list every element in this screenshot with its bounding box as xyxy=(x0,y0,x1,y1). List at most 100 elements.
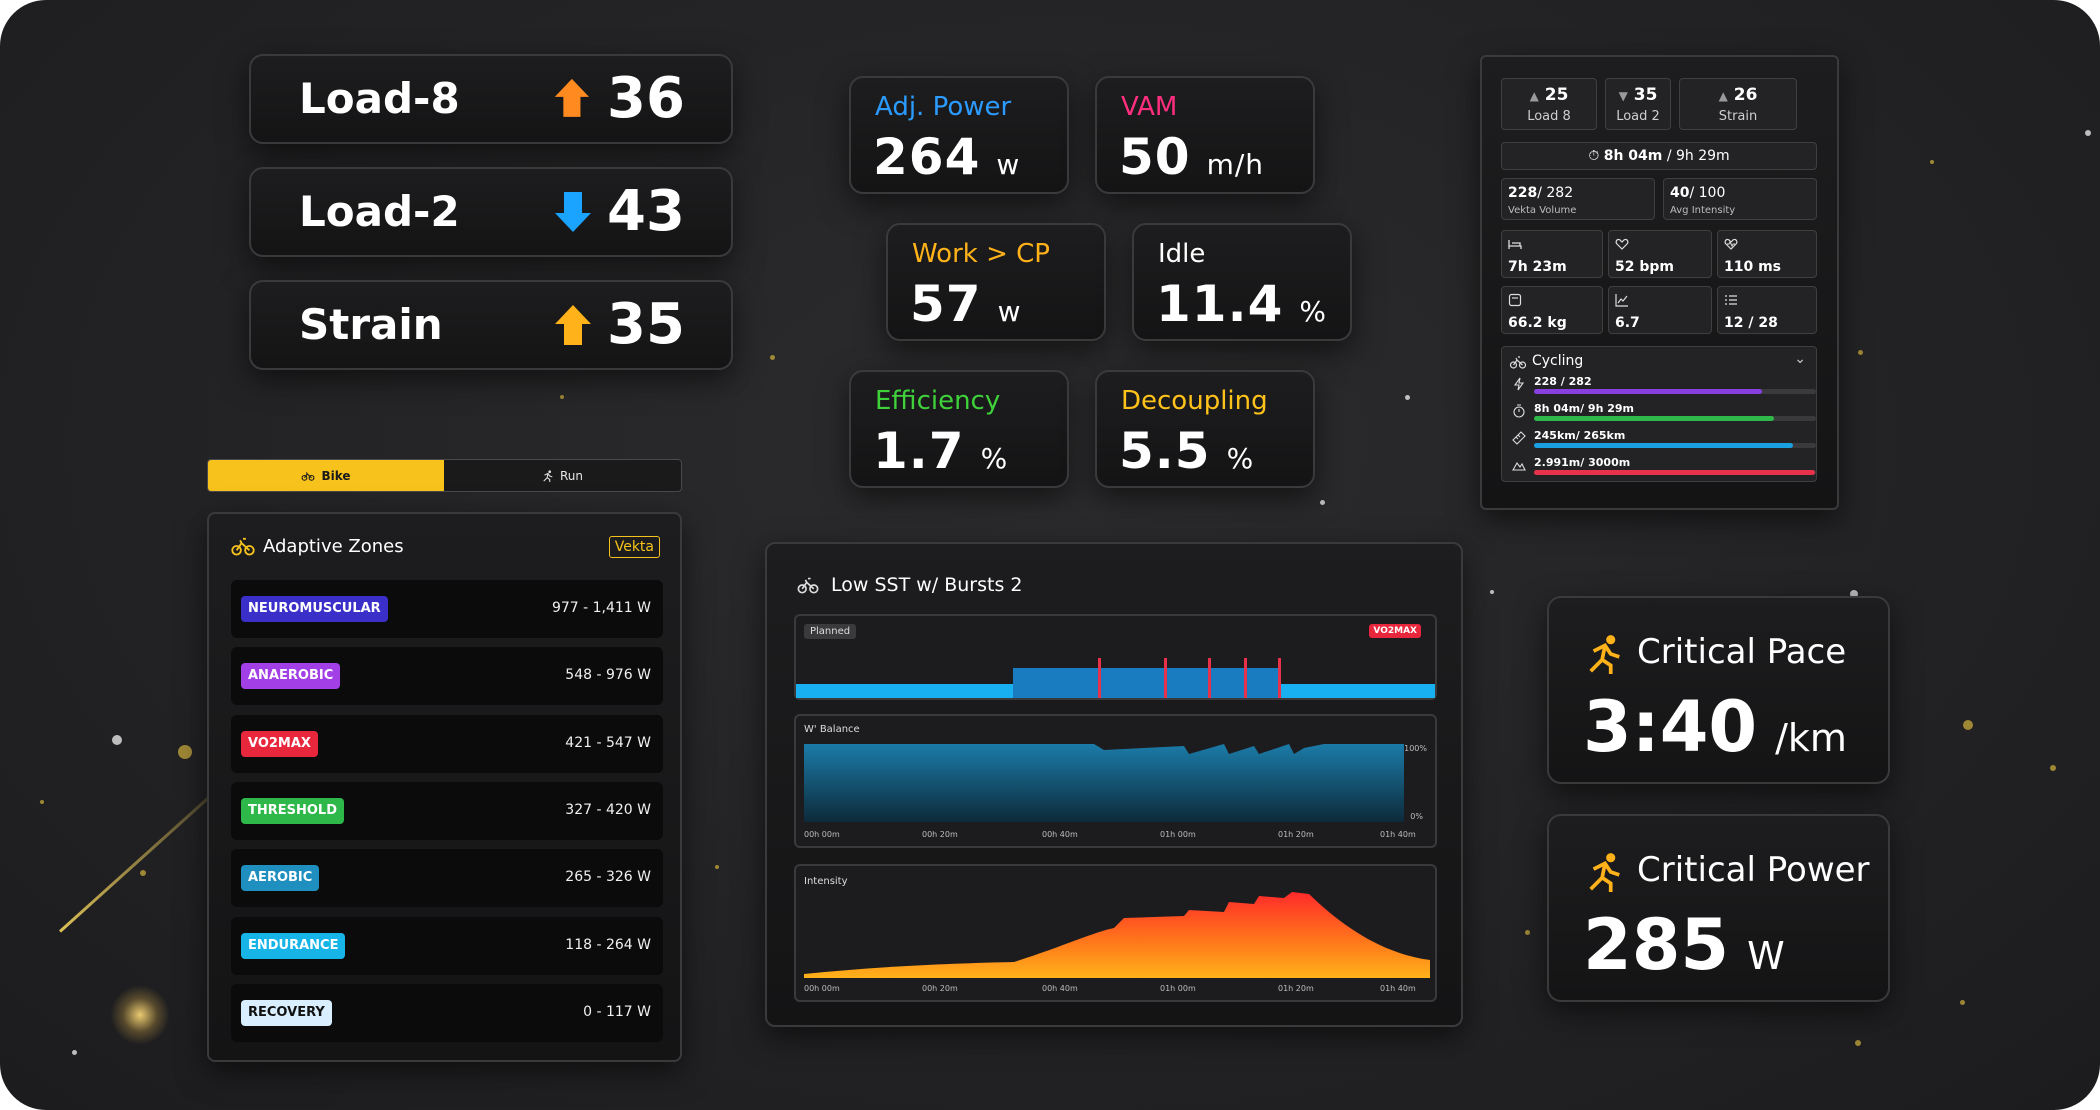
zone-row[interactable]: RECOVERY 0 - 117 W xyxy=(231,983,663,1042)
time-tick: 00h 00m xyxy=(804,984,840,993)
zone-row[interactable]: NEUROMUSCULAR 977 - 1,411 W xyxy=(231,580,663,638)
idle-title: Idle xyxy=(1158,239,1206,269)
adj-power-title: Adj. Power xyxy=(875,92,1012,122)
adaptive-zones-panel: Adaptive Zones Vekta NEUROMUSCULAR 977 - … xyxy=(207,512,682,1062)
runner-icon xyxy=(543,469,553,482)
summary-load-2: ▼ 35 Load 2 xyxy=(1605,78,1671,130)
time-tick: 00h 00m xyxy=(804,830,840,839)
bike-icon xyxy=(302,472,315,481)
background-speck xyxy=(2085,130,2091,136)
workout-panel: Low SST w/ Bursts 2 Planned VO2MAX W' Ba… xyxy=(765,542,1463,1027)
critical-pace-card: Critical Pace 3:40/km xyxy=(1547,596,1890,784)
background-speck xyxy=(40,800,44,804)
time-tick: 01h 40m xyxy=(1380,984,1416,993)
run-tab[interactable]: Run xyxy=(444,460,681,491)
background-speck xyxy=(1525,930,1530,935)
zone-range: 421 - 547 W xyxy=(565,734,651,751)
vam-title: VAM xyxy=(1121,92,1178,122)
background-speck xyxy=(1963,720,1973,730)
zone-range: 327 - 420 W xyxy=(565,801,651,818)
work-cp-card: Work > CP 57 w xyxy=(886,223,1106,341)
tile-heart-rate: 52 bpm xyxy=(1608,230,1712,278)
bed-icon xyxy=(1508,240,1522,249)
zone-range: 118 - 264 W xyxy=(565,936,651,953)
progress-row: 2.991m/ 3000m xyxy=(1512,456,1824,478)
adj-power-card: Adj. Power 264 w xyxy=(849,76,1069,194)
intensity-label: Intensity xyxy=(804,876,848,887)
summary-intensity: 40/ 100 Avg Intensity xyxy=(1663,178,1817,220)
background-speck xyxy=(72,1050,77,1055)
planned-profile-chart xyxy=(796,658,1435,698)
time-tick: 01h 00m xyxy=(1160,830,1196,839)
bike-tab[interactable]: Bike xyxy=(208,460,444,491)
summary-strain: ▲ 26 Strain xyxy=(1679,78,1797,130)
tile-trend: 6.7 xyxy=(1608,286,1712,334)
background-speck xyxy=(178,745,192,759)
progress-label: 2.991m/ 3000m xyxy=(1534,456,1631,469)
load-2-card: Load-2 43 xyxy=(249,167,733,257)
planned-chart: Planned VO2MAX xyxy=(794,614,1437,700)
load-2-value: 43 xyxy=(607,179,685,244)
zone-range: 977 - 1,411 W xyxy=(551,600,651,616)
zone-badge: RECOVERY xyxy=(241,999,332,1026)
light-glow xyxy=(110,985,170,1045)
cycling-progress: Cycling ⌄ 228 / 282 8h 04m/ 9h 29m 245km/ … xyxy=(1501,346,1817,482)
arrow-down-icon xyxy=(555,192,591,232)
zone-row[interactable]: VO2MAX 421 - 547 W xyxy=(231,714,663,773)
burst-marker xyxy=(1244,658,1247,698)
arrow-up-icon: ▲ xyxy=(1718,89,1728,103)
time-tick: 00h 40m xyxy=(1042,830,1078,839)
tile-sleep: 7h 23m xyxy=(1501,230,1603,278)
progress-row: 228 / 282 xyxy=(1512,375,1824,397)
bike-icon xyxy=(1510,356,1526,369)
decoupling-card: Decoupling 5.5% xyxy=(1095,370,1315,488)
zone-row[interactable]: ENDURANCE 118 - 264 W xyxy=(231,916,663,975)
load-8-value: 36 xyxy=(607,66,685,131)
arrow-up-icon: ▲ xyxy=(1529,89,1539,103)
zone-row[interactable]: AEROBIC 265 - 326 W xyxy=(231,849,663,908)
progress-row: 8h 04m/ 9h 29m xyxy=(1512,402,1824,424)
bike-icon xyxy=(797,577,819,594)
tile-hrv: 110 ms xyxy=(1717,230,1817,278)
background-speck xyxy=(1320,500,1325,505)
vam-card: VAM 50 m/h xyxy=(1095,76,1315,194)
background-speck xyxy=(1490,590,1494,594)
bike-tab-label: Bike xyxy=(321,468,351,483)
scale-icon xyxy=(1508,293,1522,307)
strain-card: Strain 35 xyxy=(249,280,733,370)
zone-badge: ENDURANCE xyxy=(241,932,346,959)
decoupling-title: Decoupling xyxy=(1121,386,1268,416)
zone-row[interactable]: THRESHOLD 327 - 420 W xyxy=(231,781,663,840)
summary-volume: 228/ 282 Vekta Volume xyxy=(1501,178,1655,220)
vekta-badge: Vekta xyxy=(608,536,660,558)
runner-icon xyxy=(1589,635,1620,674)
time-tick: 01h 00m xyxy=(1160,984,1196,993)
vo2max-tag: VO2MAX xyxy=(1369,624,1421,638)
time-tick: 01h 40m xyxy=(1380,830,1416,839)
background-speck xyxy=(1858,350,1863,355)
chevron-down-icon[interactable]: ⌄ xyxy=(1794,351,1806,367)
background-speck xyxy=(770,355,775,360)
efficiency-card: Efficiency 1.7% xyxy=(849,370,1069,488)
arrow-up-icon xyxy=(554,78,589,117)
burst-marker xyxy=(1098,658,1101,698)
progress-fill xyxy=(1534,389,1763,394)
zone-badge: ANAEROBIC xyxy=(241,663,341,690)
stopwatch-icon: ⏱ xyxy=(1588,148,1600,164)
w-balance-area xyxy=(804,744,1404,822)
zone-row[interactable]: ANAEROBIC 548 - 976 W xyxy=(231,647,663,706)
sport-label: Cycling xyxy=(1532,353,1584,369)
progress-track xyxy=(1534,416,1816,421)
progress-fill xyxy=(1534,443,1794,448)
burst-marker xyxy=(1208,658,1211,698)
summary-load-8: ▲ 25 Load 8 xyxy=(1501,78,1597,130)
progress-label: 245km/ 265km xyxy=(1534,429,1626,442)
vam-value: 50 m/h xyxy=(1119,128,1265,186)
w-balance-label: W' Balance xyxy=(804,724,860,735)
progress-label: 228 / 282 xyxy=(1534,375,1592,388)
background-speck xyxy=(715,865,719,869)
summary-panel: ▲ 25 Load 8 ▼ 35 Load 2 ▲ 26 Strain ⏱ 8h… xyxy=(1480,55,1839,510)
efficiency-title: Efficiency xyxy=(875,386,1001,416)
workout-title: Low SST w/ Bursts 2 xyxy=(831,574,1023,596)
